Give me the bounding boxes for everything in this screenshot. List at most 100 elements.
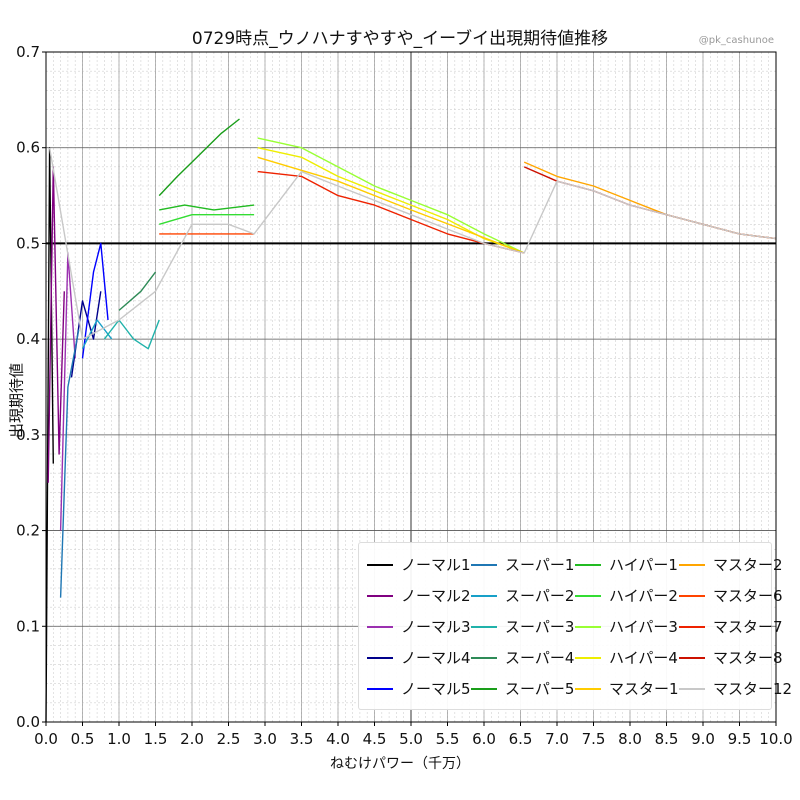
legend-item: スーパー2 (467, 580, 575, 611)
legend-swatch (471, 594, 497, 597)
legend-item: ノーマル3 (363, 611, 471, 642)
y-tick-label: 0.6 (16, 139, 40, 157)
legend-swatch (367, 594, 393, 597)
legend-swatch (575, 594, 601, 597)
legend-item: スーパー5 (467, 673, 575, 704)
legend-label: ハイパー2 (609, 587, 678, 605)
x-tick-label: 1.0 (107, 730, 131, 748)
series-group (45, 118, 777, 723)
legend-swatch (679, 594, 705, 597)
legend-swatch (679, 656, 705, 659)
legend-label: ノーマル2 (401, 587, 471, 605)
legend-item: ハイパー4 (571, 642, 678, 673)
legend-swatch (471, 625, 497, 628)
series-line-9 (118, 271, 157, 311)
legend-item: ハイパー3 (571, 611, 678, 642)
legend-label: マスター6 (713, 587, 783, 605)
legend-item: マスター7 (675, 611, 783, 642)
legend-item: マスター2 (675, 549, 783, 580)
x-tick-label: 1.5 (144, 730, 168, 748)
y-tick-label: 0.7 (16, 43, 40, 61)
legend-swatch (471, 656, 497, 659)
legend-label: マスター12 (713, 680, 793, 698)
legend-item: マスター1 (571, 673, 679, 704)
legend-item: ノーマル1 (363, 549, 471, 580)
x-tick-label: 4.5 (363, 730, 387, 748)
legend-label: スーパー2 (505, 587, 575, 605)
x-tick-label: 6.5 (509, 730, 533, 748)
legend-label: スーパー3 (505, 618, 575, 636)
legend-label: マスター7 (713, 618, 783, 636)
legend-label: スーパー4 (505, 649, 575, 667)
legend-swatch (367, 563, 393, 566)
legend-item: ノーマル4 (363, 642, 471, 673)
legend-item: ハイパー1 (571, 549, 678, 580)
legend-label: マスター2 (713, 556, 783, 574)
legend-swatch (367, 656, 393, 659)
x-tick-label: 7.0 (545, 730, 569, 748)
y-tick-label: 0.5 (16, 234, 40, 252)
legend-item: マスター6 (675, 580, 783, 611)
legend-item: ハイパー2 (571, 580, 678, 611)
x-tick-label: 8.0 (618, 730, 642, 748)
x-tick-label: 0.0 (34, 730, 58, 748)
x-tick-label: 9.0 (691, 730, 715, 748)
legend-label: ノーマル1 (401, 556, 471, 574)
x-tick-label: 2.5 (217, 730, 241, 748)
legend-label: マスター1 (609, 680, 679, 698)
series-line-8 (103, 319, 160, 350)
legend-item: ノーマル5 (363, 673, 471, 704)
y-tick-label: 0.3 (16, 426, 40, 444)
x-tick-label: 5.0 (399, 730, 423, 748)
legend-item: ノーマル2 (363, 580, 471, 611)
series-line-11 (159, 204, 255, 211)
y-tick-label: 0.0 (16, 713, 40, 731)
legend-item: スーパー3 (467, 611, 575, 642)
x-tick-label: 4.0 (326, 730, 350, 748)
x-tick-label: 10.0 (759, 730, 792, 748)
series-line-15 (257, 156, 525, 254)
legend-label: ノーマル4 (401, 649, 471, 667)
legend-swatch (367, 687, 393, 690)
legend: ノーマル1 ノーマル2 ノーマル3 ノーマル4 ノーマル5 スーパー1 スーパー2 スーパー3… (358, 542, 792, 710)
credit-watermark: @pk_cashunoe (698, 35, 774, 46)
y-tick-label: 0.4 (16, 330, 40, 348)
x-tick-label: 6.0 (472, 730, 496, 748)
y-ticks: 0.0 0.1 0.2 0.3 0.4 0.5 0.6 0.7 (16, 43, 46, 731)
legend-swatch (367, 625, 393, 628)
series-line-5 (81, 242, 109, 359)
legend-swatch (471, 687, 497, 690)
legend-label: ハイパー4 (609, 649, 678, 667)
legend-item: スーパー1 (467, 549, 574, 580)
chart-title: 0729時点_ウノハナすやすや_イーブイ出現期待値推移 (191, 29, 609, 49)
x-tick-label: 3.5 (290, 730, 314, 748)
series-line-18 (257, 170, 525, 254)
legend-swatch (575, 563, 601, 566)
legend-label: スーパー5 (505, 680, 575, 698)
y-axis-label: 出現期待値 (7, 363, 26, 439)
legend-swatch (575, 687, 601, 690)
x-ticks: 0.0 0.5 1.0 1.5 2.0 2.5 3.0 3.5 4.0 4.5 5.0 5.5 6.0 6… (34, 722, 793, 748)
series-line-7 (81, 319, 113, 350)
x-tick-label: 0.5 (71, 730, 95, 748)
legend-item: スーパー4 (467, 642, 575, 673)
x-tick-label: 2.0 (180, 730, 204, 748)
x-tick-label: 9.5 (728, 730, 752, 748)
legend-label: マスター8 (713, 649, 783, 667)
legend-item: マスター8 (675, 642, 783, 673)
x-tick-label: 8.5 (655, 730, 679, 748)
series-line-12 (159, 213, 255, 225)
series-line-13 (257, 137, 525, 254)
legend-item: マスター12 (675, 673, 792, 704)
y-tick-label: 0.1 (16, 617, 40, 635)
legend-swatch (679, 625, 705, 628)
y-tick-label: 0.2 (16, 522, 40, 540)
legend-swatch (679, 563, 705, 566)
legend-label: ノーマル5 (401, 680, 471, 698)
legend-label: ハイパー1 (609, 556, 678, 574)
x-axis-label: ねむけパワー（千万） (330, 756, 470, 772)
x-tick-label: 5.5 (436, 730, 460, 748)
legend-swatch (575, 656, 601, 659)
series-line-20 (48, 147, 777, 340)
legend-label: ノーマル3 (401, 618, 471, 636)
